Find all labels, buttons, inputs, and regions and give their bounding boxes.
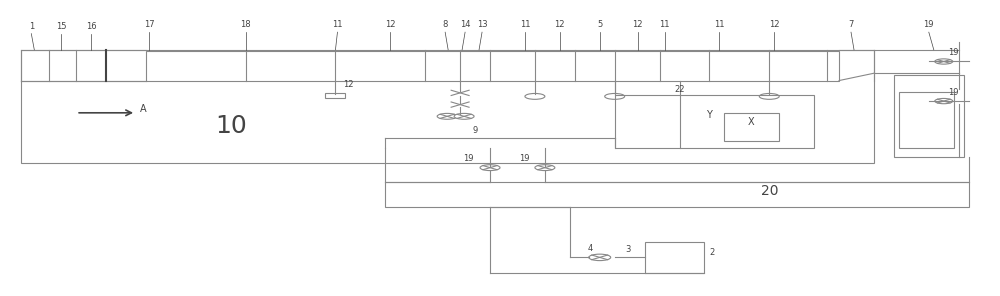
Text: 8: 8	[442, 20, 448, 29]
Text: 19: 19	[464, 154, 474, 163]
Text: 19: 19	[948, 88, 959, 97]
Text: Y: Y	[706, 110, 712, 120]
Text: 10: 10	[215, 114, 247, 138]
Text: 9: 9	[472, 126, 478, 135]
Text: 12: 12	[769, 20, 779, 29]
Circle shape	[525, 94, 545, 99]
Bar	[894, 75, 964, 157]
Bar	[146, 51, 839, 81]
Text: 1: 1	[29, 22, 34, 31]
Circle shape	[759, 94, 779, 99]
Text: 12: 12	[343, 80, 354, 89]
Text: A: A	[140, 104, 146, 114]
Text: 22: 22	[674, 85, 685, 94]
Circle shape	[605, 94, 625, 99]
Text: 4: 4	[587, 244, 592, 253]
Bar	[325, 93, 345, 98]
Bar	[899, 92, 954, 148]
Text: 19: 19	[519, 154, 530, 163]
Circle shape	[935, 99, 953, 104]
Text: 2: 2	[709, 248, 715, 257]
Circle shape	[454, 113, 474, 119]
Circle shape	[480, 165, 500, 170]
Bar	[21, 50, 874, 163]
Bar	[385, 182, 969, 207]
Text: 19: 19	[948, 48, 959, 57]
Circle shape	[589, 254, 611, 260]
Text: 18: 18	[240, 20, 251, 29]
Text: 3: 3	[625, 244, 630, 254]
Bar	[645, 242, 704, 273]
Text: 15: 15	[56, 22, 66, 31]
Circle shape	[437, 113, 457, 119]
Text: 11: 11	[659, 20, 670, 29]
Bar	[615, 95, 814, 148]
Text: 11: 11	[520, 20, 530, 29]
Bar	[724, 113, 779, 141]
Text: 13: 13	[477, 20, 487, 29]
Text: 5: 5	[597, 20, 602, 29]
Text: 12: 12	[555, 20, 565, 29]
Text: 20: 20	[761, 184, 778, 197]
Text: 17: 17	[144, 20, 154, 29]
Circle shape	[935, 59, 953, 64]
Text: 11: 11	[714, 20, 725, 29]
Text: 19: 19	[924, 20, 934, 29]
Text: X: X	[748, 118, 755, 128]
Text: 14: 14	[460, 20, 470, 29]
Text: 12: 12	[632, 20, 643, 29]
Text: 7: 7	[848, 20, 854, 29]
Circle shape	[535, 165, 555, 170]
Text: 16: 16	[86, 22, 96, 31]
Text: 11: 11	[332, 20, 343, 29]
Text: 12: 12	[385, 20, 396, 29]
